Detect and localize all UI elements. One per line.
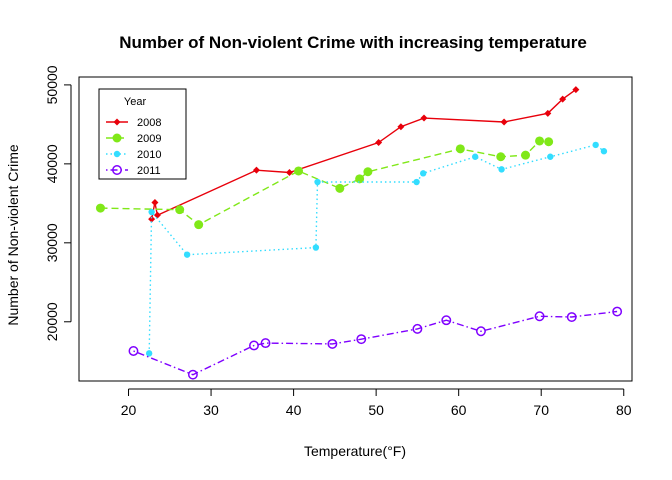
y-tick-label: 30000 bbox=[44, 223, 60, 262]
data-point bbox=[547, 153, 554, 160]
data-point bbox=[285, 169, 293, 177]
data-point bbox=[252, 166, 260, 174]
legend-label: 2011 bbox=[137, 165, 161, 177]
chart-title: Number of Non-violent Crime with increas… bbox=[119, 33, 587, 52]
data-point bbox=[572, 86, 580, 94]
data-point bbox=[260, 338, 271, 349]
legend-label: 2009 bbox=[137, 133, 161, 145]
data-point bbox=[521, 150, 531, 160]
data-point bbox=[419, 170, 427, 177]
x-tick-label: 20 bbox=[121, 402, 137, 418]
legend-label: 2010 bbox=[137, 149, 161, 161]
data-point bbox=[363, 167, 373, 177]
series-line bbox=[150, 89, 577, 220]
data-point bbox=[420, 114, 428, 122]
x-axis-label: Temperature(°F) bbox=[304, 443, 406, 459]
data-point bbox=[294, 166, 304, 176]
data-point bbox=[612, 306, 623, 317]
data-point bbox=[151, 199, 159, 207]
legend-label: 2008 bbox=[137, 117, 161, 129]
x-tick-label: 30 bbox=[203, 402, 219, 418]
data-point bbox=[128, 346, 139, 356]
data-point bbox=[496, 152, 506, 162]
data-point bbox=[312, 244, 320, 251]
data-point bbox=[559, 95, 567, 103]
data-point bbox=[175, 205, 185, 215]
y-axis-label: Number of Non-violent Crime bbox=[5, 144, 21, 325]
legend: Year 2008 2009 2010 2011 bbox=[98, 88, 187, 180]
data-point bbox=[314, 178, 321, 186]
data-point bbox=[249, 340, 259, 351]
x-tick-label: 60 bbox=[451, 402, 467, 418]
legend-title: Year bbox=[124, 96, 147, 108]
data-point bbox=[183, 251, 191, 258]
data-point bbox=[412, 323, 423, 334]
plot-area-frame bbox=[78, 76, 633, 382]
data-point bbox=[441, 315, 452, 326]
data-point bbox=[535, 136, 545, 146]
data-point bbox=[148, 208, 155, 216]
axes: 20 30 40 50 60 70 80 20000 30000 40000 50000 bbox=[44, 65, 632, 418]
data-point bbox=[355, 174, 365, 184]
data-point bbox=[544, 137, 554, 147]
data-point bbox=[471, 153, 479, 160]
data-point bbox=[113, 150, 121, 158]
data-point bbox=[534, 311, 545, 322]
data-point bbox=[375, 139, 383, 147]
data-point bbox=[498, 166, 505, 173]
data-point bbox=[112, 165, 122, 175]
data-point bbox=[476, 326, 486, 337]
data-point bbox=[413, 178, 420, 186]
series-2009 bbox=[95, 136, 554, 230]
data-point bbox=[566, 312, 577, 322]
data-point bbox=[592, 141, 599, 149]
data-point bbox=[600, 148, 608, 155]
y-tick-label: 20000 bbox=[44, 302, 60, 341]
series-2008 bbox=[148, 86, 580, 223]
series-line bbox=[133, 310, 618, 376]
y-tick-label: 40000 bbox=[44, 144, 60, 183]
data-point bbox=[500, 118, 508, 126]
data-point bbox=[148, 215, 156, 223]
x-tick-label: 40 bbox=[286, 402, 302, 418]
data-point bbox=[112, 133, 122, 143]
x-tick-label: 70 bbox=[533, 402, 549, 418]
data-point bbox=[327, 338, 338, 349]
data-point bbox=[145, 350, 153, 357]
data-point bbox=[194, 220, 204, 230]
series-line bbox=[148, 144, 605, 354]
data-point bbox=[455, 144, 465, 154]
data-point bbox=[335, 183, 345, 193]
data-point bbox=[544, 109, 552, 117]
series-2011 bbox=[128, 306, 623, 380]
data-point bbox=[187, 369, 198, 380]
data-point bbox=[397, 123, 405, 131]
legend-box bbox=[98, 88, 187, 180]
series-2010 bbox=[145, 141, 608, 357]
data-point bbox=[153, 211, 161, 219]
data-point bbox=[356, 334, 367, 345]
x-tick-label: 80 bbox=[616, 402, 632, 418]
data-point bbox=[113, 118, 121, 126]
data-point bbox=[95, 203, 105, 213]
x-tick-label: 50 bbox=[368, 402, 384, 418]
series-layer bbox=[95, 86, 623, 380]
y-tick-label: 50000 bbox=[44, 65, 60, 104]
